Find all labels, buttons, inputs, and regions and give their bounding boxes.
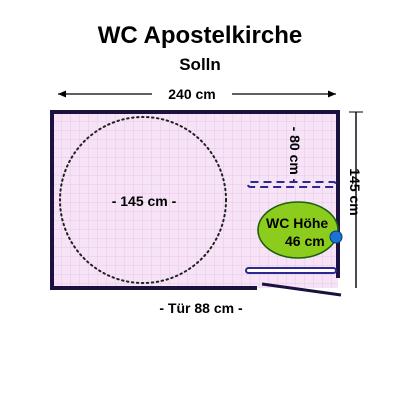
turning-circle: [59, 116, 227, 284]
grab-bar-fixed: [245, 267, 337, 274]
width-label-bg: [152, 83, 232, 103]
floor-tiles: [52, 112, 338, 288]
door-leaf: [261, 282, 342, 297]
toilet-label-line1: WC Höhe: [266, 215, 328, 231]
room-walls: [50, 110, 340, 290]
flush-button-icon: [329, 230, 343, 244]
diagram-subtitle: Solln: [179, 55, 221, 74]
toilet-label-line2: 46 cm: [285, 233, 325, 249]
turning-circle-label: - 145 cm -: [112, 193, 177, 209]
door-width-label: - Tür 88 cm -: [159, 300, 243, 316]
diagram-title: WC Apostelkirche: [97, 22, 303, 49]
side-space-label: - 80 cm -: [287, 127, 303, 184]
width-label: 240 cm: [168, 86, 215, 102]
toilet-bowl: [257, 201, 339, 259]
depth-label: 145 cm: [347, 168, 363, 215]
grab-bar-foldup: [247, 181, 337, 188]
